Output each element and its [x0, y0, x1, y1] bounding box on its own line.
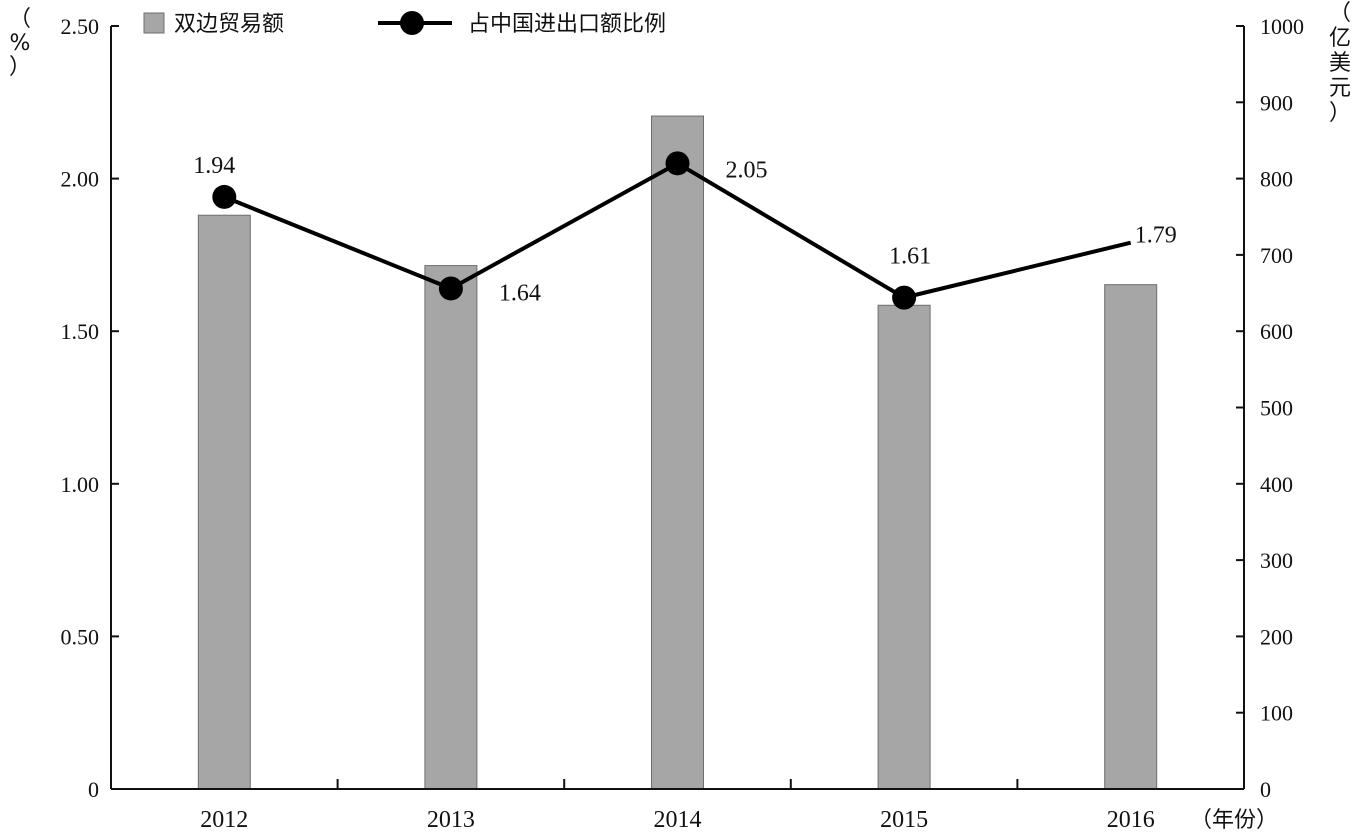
- left-tick-label: 2.00: [61, 167, 100, 192]
- right-tick-label: 100: [1260, 701, 1293, 726]
- line-data-label-2013: 1.64: [499, 280, 541, 306]
- bar-2014: [651, 115, 704, 790]
- line-data-label-2016: 1.79: [1135, 223, 1177, 249]
- right-tick-label: 800: [1260, 167, 1293, 192]
- right-unit-char: （: [1329, 1, 1351, 26]
- bar-2013: [424, 265, 478, 790]
- left-tick-label: 0.50: [61, 624, 100, 649]
- left-tick-label: 2.50: [61, 14, 100, 39]
- data-labels: 1.94 1.64 2.05 1.61 1.79: [193, 153, 1176, 307]
- line-marker-2015: [892, 285, 917, 310]
- right-tick-label: 300: [1260, 548, 1293, 573]
- bar-2012: [197, 214, 251, 790]
- right-tick-label: 200: [1260, 624, 1293, 649]
- x-tick-label: 2013: [427, 807, 475, 833]
- bar-series: [197, 115, 1158, 790]
- right-unit-char: 元: [1329, 76, 1351, 101]
- left-tick-label: 0: [88, 777, 99, 802]
- legend: 双边贸易额 占中国进出口额比例: [143, 11, 666, 37]
- right-tick-label: 1000: [1260, 14, 1304, 39]
- right-unit-char: ）: [1329, 101, 1351, 126]
- x-tick-label: 2015: [880, 807, 928, 833]
- line-series: [212, 151, 1132, 310]
- x-tick-label: 2016: [1107, 807, 1155, 833]
- x-tick-label: 2014: [654, 807, 702, 833]
- right-tick-label: 700: [1260, 243, 1293, 268]
- x-unit-label: （年份）: [1190, 808, 1278, 833]
- line-marker-2012: [212, 184, 237, 209]
- bar-2015: [877, 304, 931, 790]
- legend-line-marker: [400, 11, 424, 35]
- line-data-label-2014: 2.05: [726, 157, 768, 183]
- left-unit-char: ）: [9, 55, 31, 80]
- bar-2016: [1104, 284, 1158, 790]
- right-tick-label: 500: [1260, 396, 1293, 421]
- axes: 0 0.50 1.00 1.50 2.00 2.50 0 100 200 300 400 500 600…: [61, 14, 1305, 833]
- right-tick-label: 600: [1260, 319, 1293, 344]
- axis-units: （%）（亿美元）（年份）: [9, 1, 1351, 833]
- x-tick-label: 2012: [200, 807, 248, 833]
- left-tick-label: 1.50: [61, 319, 100, 344]
- line-marker-2014: [665, 151, 690, 176]
- left-tick-label: 1.00: [61, 472, 100, 497]
- left-unit-char: （: [9, 7, 31, 32]
- right-tick-label: 400: [1260, 472, 1293, 497]
- line-data-label-2012: 1.94: [193, 153, 235, 179]
- right-tick-label: 0: [1260, 777, 1271, 802]
- right-unit-char: 美: [1329, 51, 1351, 76]
- legend-bar-swatch: [143, 12, 165, 34]
- line-marker-2013: [438, 276, 463, 301]
- right-unit-char: 亿: [1329, 26, 1351, 51]
- legend-bar-label: 双边贸易额: [174, 12, 284, 37]
- right-tick-label: 900: [1260, 90, 1293, 115]
- line-data-label-2015: 1.61: [889, 244, 931, 270]
- left-unit-char: %: [10, 31, 31, 56]
- legend-line-label: 占中国进出口额比例: [468, 12, 666, 37]
